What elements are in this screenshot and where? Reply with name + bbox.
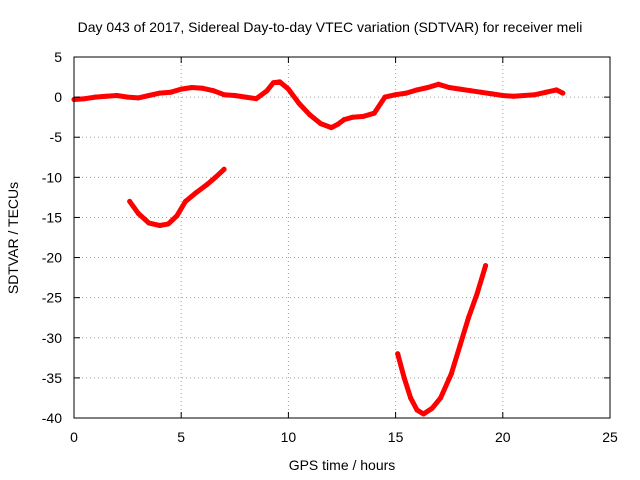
y-tick-label: -35 <box>42 370 62 386</box>
x-axis-label: GPS time / hours <box>289 457 396 473</box>
data-point <box>135 210 141 216</box>
data-point <box>204 182 210 188</box>
data-point <box>221 92 227 98</box>
data-point <box>157 90 163 96</box>
data-point <box>270 80 276 86</box>
x-tick-label: 20 <box>495 429 511 445</box>
series-line-sdtvar-arc-2 <box>395 263 489 417</box>
data-point <box>335 121 341 127</box>
axis-ticks: 0 5 10 15 20 25 5 0 -5 -10 -15 -20 -25 -30 -35 -40 <box>42 49 618 445</box>
data-point <box>474 291 480 297</box>
x-tick-label: 0 <box>70 429 78 445</box>
data-point <box>511 93 516 99</box>
data-point <box>174 213 180 219</box>
data-point <box>264 88 270 94</box>
data-point <box>438 395 444 401</box>
data-point <box>371 110 377 116</box>
data-point <box>168 89 173 95</box>
data-point <box>560 90 566 96</box>
data-point <box>429 405 435 411</box>
data-point <box>350 114 356 120</box>
y-tick-label: -5 <box>50 129 63 145</box>
x-tick-label: 5 <box>177 429 185 445</box>
y-tick-label: -20 <box>42 250 62 266</box>
data-point <box>489 91 495 97</box>
data-point <box>135 95 141 101</box>
x-tick-label: 25 <box>602 429 618 445</box>
data-point <box>382 94 388 100</box>
chart-title: Day 043 of 2017, Sidereal Day-to-day VTE… <box>78 19 583 35</box>
data-point <box>82 96 88 102</box>
data-point <box>146 220 152 226</box>
plot-frame <box>73 56 611 419</box>
data-point <box>157 223 163 228</box>
data-point <box>243 94 248 100</box>
data-point <box>483 263 489 269</box>
data-point <box>318 121 324 127</box>
data-point <box>125 94 131 100</box>
data-point <box>393 92 399 98</box>
y-tick-label: -25 <box>42 290 62 306</box>
data-point <box>92 94 98 100</box>
data-point <box>360 113 366 119</box>
y-tick-label: 0 <box>54 89 62 105</box>
data-point <box>307 112 313 118</box>
data-point <box>341 117 347 123</box>
data-point <box>213 174 218 180</box>
data-point <box>395 351 401 357</box>
data-point <box>478 89 484 95</box>
data-point <box>408 395 414 401</box>
data-point <box>446 85 452 90</box>
data-point <box>543 89 549 95</box>
data-point <box>253 96 259 102</box>
data-point <box>457 343 463 349</box>
y-tick-label: -40 <box>42 410 62 426</box>
data-point <box>466 315 471 321</box>
data-point <box>114 93 120 98</box>
data-point <box>127 198 133 204</box>
data-point <box>414 407 420 413</box>
data-point <box>189 85 195 90</box>
data-point <box>210 88 216 94</box>
data-point <box>103 93 109 99</box>
y-tick-label: -30 <box>42 330 62 346</box>
y-tick-label: 5 <box>54 49 62 65</box>
data-point <box>403 90 409 96</box>
data-point <box>414 87 420 93</box>
grid-lines <box>74 57 610 418</box>
data-point <box>436 81 441 87</box>
data-point <box>521 93 527 98</box>
data-point <box>285 86 291 92</box>
y-tick-label: -10 <box>42 169 62 185</box>
data-point <box>193 190 199 196</box>
data-series <box>71 79 566 417</box>
data-point <box>532 92 538 98</box>
data-point <box>146 93 152 98</box>
data-point <box>277 79 283 85</box>
x-tick-label: 15 <box>388 429 404 445</box>
data-point <box>421 411 426 417</box>
data-point <box>165 221 171 227</box>
data-point <box>425 85 431 90</box>
data-point <box>221 166 227 172</box>
data-point <box>178 86 184 92</box>
data-point <box>296 101 302 106</box>
data-point <box>553 87 559 93</box>
y-tick-label: -15 <box>42 209 62 225</box>
x-tick-label: 10 <box>281 429 297 445</box>
data-point <box>200 85 206 91</box>
data-point <box>328 125 334 131</box>
data-point <box>468 88 474 94</box>
data-point <box>232 93 238 98</box>
data-point <box>448 371 454 377</box>
data-point <box>183 198 188 204</box>
data-point <box>500 93 506 98</box>
data-point <box>401 375 407 381</box>
y-axis-label: SDTVAR / TECUs <box>5 182 21 294</box>
data-point <box>457 86 463 92</box>
